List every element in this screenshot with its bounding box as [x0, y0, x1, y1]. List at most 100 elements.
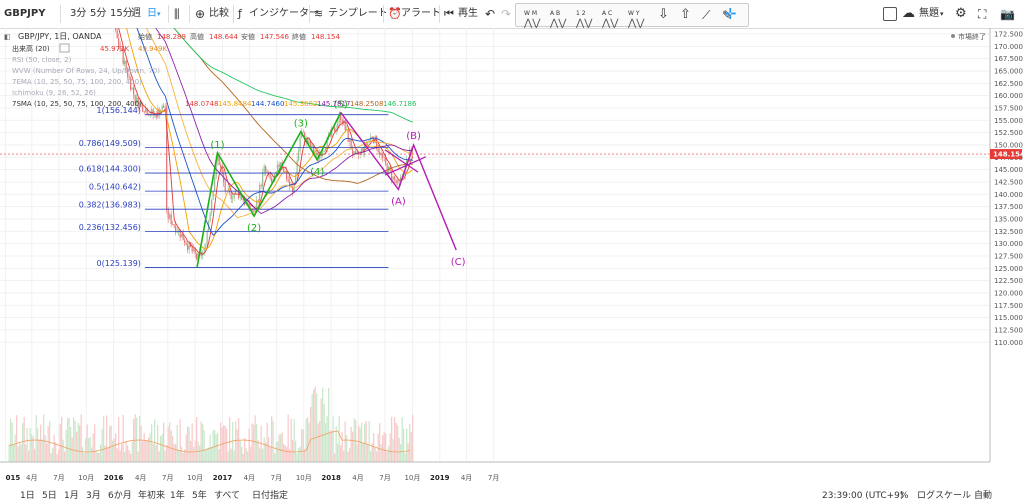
legend-title-row[interactable]: ◧ GBP/JPY, 1日, OANDA 始値 148.289 高値 148.6… — [4, 32, 340, 41]
hidden-study-rsi[interactable]: RSI (50, close, 2) — [12, 56, 72, 64]
volume-bar — [383, 431, 385, 462]
candle-body — [203, 247, 205, 253]
range-1y[interactable]: 1年 — [170, 491, 185, 501]
impulse-wave-line[interactable] — [196, 112, 342, 268]
volume-bar — [67, 417, 69, 462]
candle-body — [185, 243, 187, 246]
price-chart[interactable]: 0(125.139) 0.236(132.456) 0.382(136.983) 0.… — [0, 28, 1024, 490]
range-5d[interactable]: 5日 — [42, 491, 57, 501]
range-3m[interactable]: 3月 — [86, 491, 101, 501]
sma-study-label[interactable]: 7SMA (10, 25, 50, 75, 100, 200, 400) — [12, 100, 142, 108]
range-1m[interactable]: 1月 — [64, 491, 79, 501]
range-5y[interactable]: 5年 — [192, 491, 207, 501]
collapse-icon[interactable]: ◧ — [4, 33, 11, 41]
volume-bar — [239, 439, 241, 462]
volume-bar — [254, 415, 256, 462]
candle-body — [362, 148, 364, 153]
range-all[interactable]: すべて — [214, 491, 241, 501]
log-scale-toggle[interactable]: ログスケール — [917, 491, 972, 501]
redo-icon[interactable]: ↷ — [501, 7, 512, 21]
hidden-study-ichimoku[interactable]: Ichimoku (9, 26, 52, 26) — [12, 89, 96, 97]
templates-button[interactable]: テンプレート — [328, 8, 388, 19]
layout-square-icon[interactable] — [883, 7, 897, 21]
brush-icon[interactable]: ✎ — [722, 8, 733, 22]
y-tick-label: 120.000 — [994, 289, 1023, 297]
undo-icon[interactable]: ↶ — [485, 7, 496, 21]
candle-body — [350, 139, 352, 150]
volume-bar — [229, 417, 231, 462]
zigzag-icon: ⋀⋁ — [628, 18, 645, 29]
candle-body — [307, 138, 309, 144]
candle-body — [406, 159, 408, 165]
range-ytd[interactable]: 年初来 — [138, 491, 166, 501]
candle-body — [178, 229, 180, 232]
eye-icon[interactable] — [59, 43, 70, 53]
trend-channel-line[interactable] — [384, 149, 419, 173]
candle-body — [214, 177, 216, 192]
alert-button[interactable]: アラート — [401, 8, 441, 19]
chevron-down-icon[interactable]: ▾ — [940, 10, 944, 18]
interval-week[interactable]: 週 — [131, 8, 141, 19]
symbol-search[interactable]: GBPJPY — [4, 8, 46, 19]
sma-value-400: 146.7186 — [383, 100, 417, 108]
fullscreen-icon[interactable]: ⛶ — [978, 7, 987, 21]
wm-pattern-tool[interactable]: W M — [524, 10, 538, 17]
zigzag-icon: ⋀⋁ — [524, 18, 541, 29]
date-range-button[interactable]: 日付指定 — [252, 491, 289, 501]
volume-bar — [119, 450, 121, 462]
interval-15m[interactable]: 15分 — [110, 8, 133, 19]
interval-day[interactable]: 日 — [147, 8, 157, 19]
interval-3m[interactable]: 3分 — [70, 8, 87, 19]
range-1d[interactable]: 1日 — [20, 491, 35, 501]
hidden-study-ema[interactable]: 7EMA (10, 25, 50, 75, 100, 200, 400) — [12, 78, 142, 86]
volume-bar — [347, 451, 349, 462]
wave-12-tool[interactable]: 1 2 — [576, 10, 586, 17]
candle-body — [400, 176, 402, 182]
candle-body — [229, 190, 231, 193]
corrective-wave-line[interactable] — [340, 111, 457, 251]
gear-icon[interactable]: ⚙ — [955, 6, 967, 21]
interval-5m[interactable]: 5分 — [90, 8, 107, 19]
percent-toggle[interactable]: % — [900, 491, 909, 501]
volume-bar — [376, 451, 378, 462]
volume-bar — [146, 440, 148, 462]
volume-study-label[interactable]: 出来高 (20) — [12, 44, 50, 53]
auto-scale-toggle[interactable]: 自動 — [974, 491, 993, 501]
candle-body — [169, 214, 171, 219]
replay-button[interactable]: 再生 — [458, 8, 478, 19]
templates-icon[interactable]: ≋ — [314, 7, 324, 20]
layout-name[interactable]: 無題 — [919, 8, 939, 19]
camera-icon[interactable]: 📷 — [1000, 7, 1015, 21]
y-tick-label: 172.500 — [994, 31, 1023, 39]
sma-value-100: 145.7817 — [317, 100, 350, 108]
elliott-waves[interactable]: (1) (2) (3) (4) (5) (A) (B) (C) — [196, 99, 466, 268]
arrow-down-icon[interactable]: ⇩ — [658, 7, 669, 22]
volume-bar — [281, 432, 283, 462]
hidden-study-wvw[interactable]: WVW (Number Of Rows, 24, Up/Down, 70) — [12, 67, 160, 75]
y-tick-label: 137.500 — [994, 203, 1023, 211]
candle-body — [280, 162, 282, 167]
compare-button[interactable]: 比較 — [209, 8, 229, 19]
arrow-up-icon[interactable]: ⇧ — [680, 7, 691, 22]
ac-pattern-tool[interactable]: A C — [602, 10, 613, 17]
trendline-icon[interactable]: ⟋ — [702, 8, 711, 22]
fibonacci-retracement[interactable]: 0(125.139) 0.236(132.456) 0.382(136.983) 0.… — [79, 106, 389, 268]
alarm-clock-icon[interactable]: ⏰ — [388, 7, 402, 20]
cloud-icon[interactable]: ☁ — [902, 6, 915, 21]
chevron-down-icon[interactable]: ▾ — [157, 10, 161, 18]
indicators-button[interactable]: インジケーター — [249, 8, 319, 19]
crosshair-icon[interactable]: ✛ — [724, 5, 737, 23]
compare-plus-icon[interactable]: ⊕ — [195, 7, 206, 21]
volume-bar — [140, 425, 142, 462]
clock[interactable]: 23:39:00 (UTC+9) — [822, 491, 904, 501]
ab-pattern-tool[interactable]: A B — [550, 10, 561, 17]
candle-body — [187, 245, 189, 250]
candle-style-icon[interactable]: ⫼ — [174, 7, 180, 21]
indicators-icon[interactable]: ƒ — [238, 7, 242, 20]
wy-pattern-tool[interactable]: W Y — [628, 10, 640, 17]
replay-icon[interactable]: ⏮ — [444, 7, 454, 20]
volume-bar — [310, 406, 312, 462]
range-6m[interactable]: 6か月 — [108, 491, 132, 501]
trend-channel-line[interactable] — [384, 156, 427, 176]
y-tick-label: 152.500 — [994, 129, 1023, 137]
